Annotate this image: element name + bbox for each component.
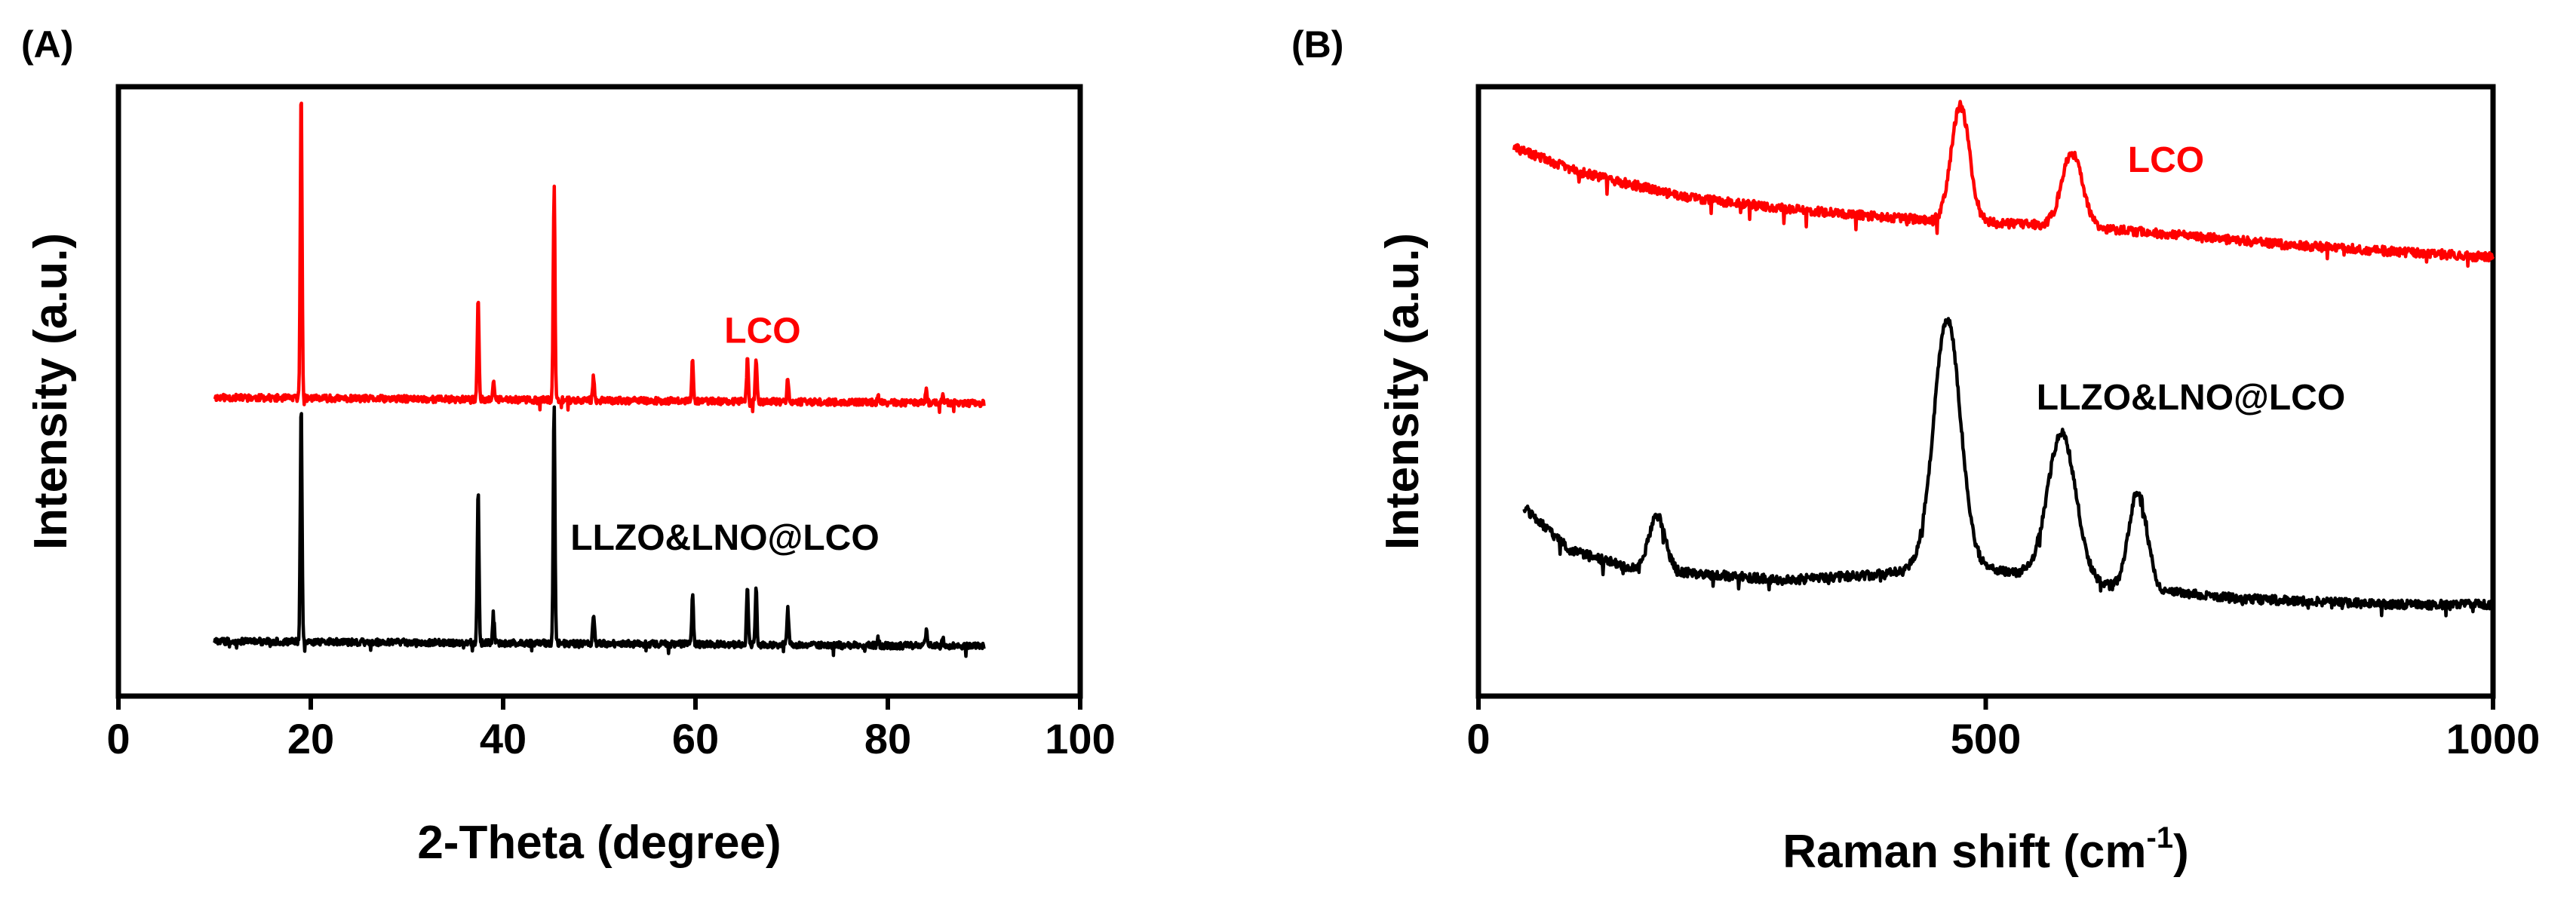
plot-frame-a — [115, 84, 1083, 699]
annotations-a: LCO LLZO&LNO@LCO — [570, 311, 879, 558]
x-tick-label: 40 — [480, 715, 527, 762]
series-label: LCO — [2128, 140, 2204, 180]
x-axis-title-a: 2-Theta (degree) — [417, 817, 781, 869]
x-tick-label: 1000 — [2446, 715, 2541, 762]
x-ticks-b: 0 500 1000 — [1466, 696, 2540, 762]
x-tick-label: 60 — [672, 715, 719, 762]
panel-label-a: (A) — [21, 23, 73, 66]
x-axis-title-b-main: Raman shift (cm — [1782, 826, 2146, 878]
x-tick-label: 500 — [1951, 715, 2021, 762]
panel-b: (B) 0 500 1000 LCO LLZO&LNO@LCO Raman shift… — [1291, 23, 2540, 878]
y-axis-title-a: Intensity (a.u.) — [25, 233, 77, 550]
annotations-b: LCO LLZO&LNO@LCO — [2037, 140, 2345, 418]
panel-a: (A) 0 20 40 60 80 100 LCO LLZO&LNO@LCO 2-Theta… — [21, 23, 1116, 869]
series-label: LLZO&LNO@LCO — [570, 518, 879, 558]
y-axis-title-b: Intensity (a.u.) — [1377, 233, 1429, 550]
x-ticks-a: 0 20 40 60 80 100 — [106, 696, 1116, 762]
x-axis-title-b: Raman shift (cm-1) — [1782, 821, 2189, 878]
x-tick-label: 20 — [287, 715, 334, 762]
panel-label-b: (B) — [1291, 23, 1343, 66]
series-line — [1522, 317, 2495, 618]
x-axis-title-b-close: ) — [2173, 826, 2189, 878]
x-axis-title-b-sup: -1 — [2147, 821, 2174, 854]
x-tick-label: 0 — [106, 715, 130, 762]
series-line — [1512, 100, 2495, 268]
x-tick-label: 100 — [1045, 715, 1115, 762]
series-group-b — [1512, 100, 2495, 618]
series-line — [213, 405, 986, 658]
series-line — [213, 101, 986, 415]
series-group-a — [213, 101, 986, 658]
x-tick-label: 80 — [864, 715, 911, 762]
series-label: LLZO&LNO@LCO — [2037, 378, 2345, 418]
series-label: LCO — [724, 311, 800, 351]
x-tick-label: 0 — [1466, 715, 1490, 762]
